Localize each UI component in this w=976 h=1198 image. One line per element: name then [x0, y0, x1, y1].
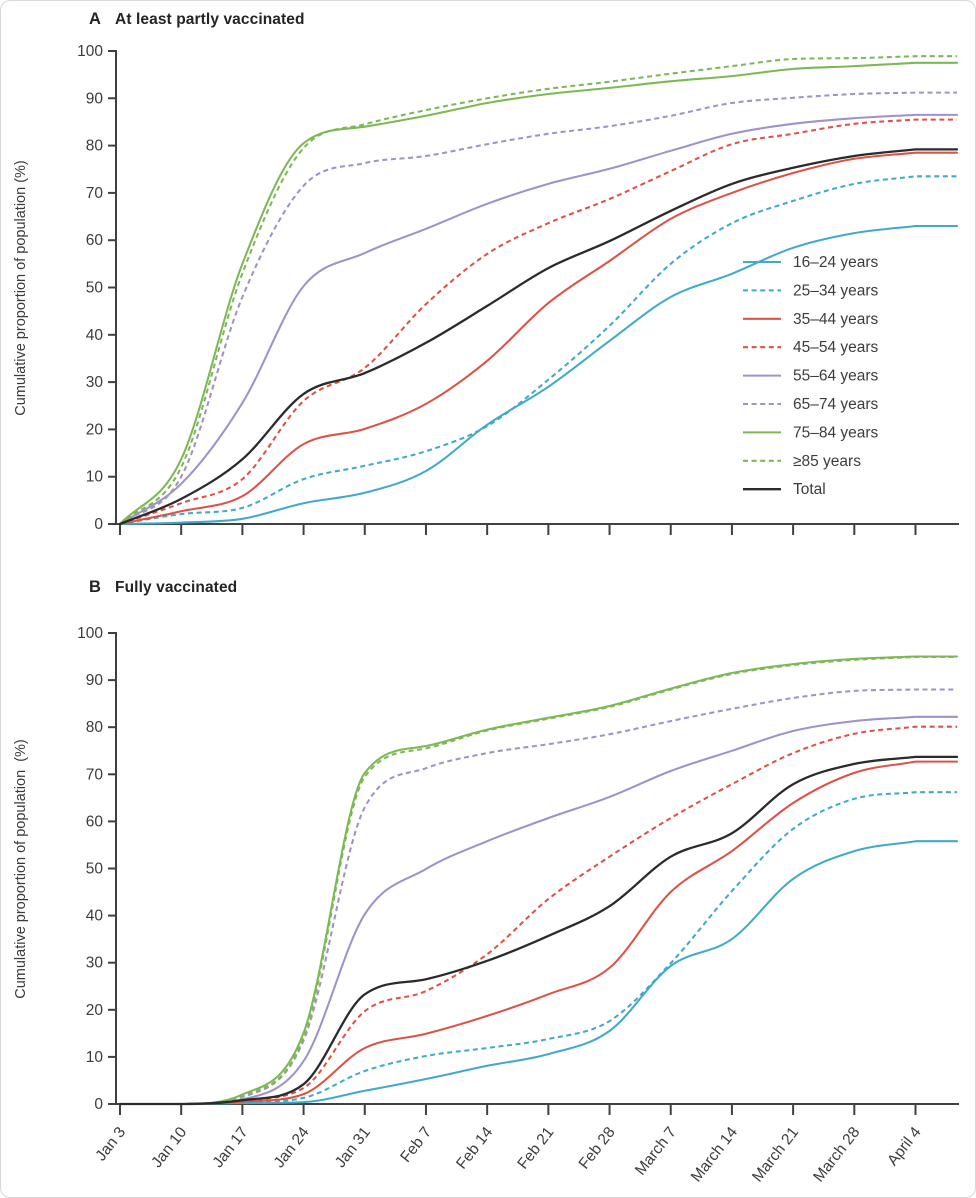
series-line-25-34-years [120, 791, 957, 1106]
series-line-45-54-years [120, 725, 957, 1106]
x-tick-label: March 14 [688, 1124, 741, 1186]
legend-item-25-34-years: 25–34 years [743, 282, 879, 299]
x-tick-label: Feb 14 [453, 1124, 496, 1173]
x-tick-label: March 28 [810, 1124, 863, 1185]
y-tick-label: 20 [86, 1002, 104, 1019]
panel-a-y-axis-label: Cumulative proportion of population (%) [13, 160, 29, 416]
series-line-65-74-years [119, 91, 957, 525]
legend-label-total: Total [793, 481, 826, 498]
y-tick-label: 0 [94, 1096, 103, 1113]
series-line-16-24-years [118, 840, 959, 1106]
x-tick-label: Feb 28 [576, 1124, 619, 1173]
y-tick-label: 80 [86, 719, 104, 736]
legend-item-35-44-years: 35–44 years [743, 311, 879, 328]
series-line-16-24-years [118, 224, 959, 526]
series-line-ge-85-years [119, 55, 957, 525]
legend-label-16-24-years: 16–24 years [793, 254, 879, 271]
series-line-55-64-years [118, 113, 959, 526]
y-tick-label: 10 [86, 1049, 104, 1066]
legend-label-35-44-years: 35–44 years [793, 311, 879, 328]
series-line-35-44-years [118, 151, 959, 526]
y-tick-label: 60 [86, 232, 104, 249]
y-tick-label: 90 [86, 90, 104, 107]
y-tick-label: 20 [86, 421, 104, 438]
y-tick-label: 80 [86, 138, 104, 155]
panel-a-title: A At least partly vaccinated [89, 10, 305, 29]
series-line-55-64-years [118, 715, 959, 1106]
legend-item-ge-85-years: ≥85 years [743, 453, 861, 470]
panel-a-title-text: At least partly vaccinated [115, 11, 305, 28]
y-tick-label: 60 [86, 813, 104, 830]
x-tick-label: Feb 7 [397, 1124, 435, 1166]
legend-label-25-34-years: 25–34 years [793, 282, 879, 299]
panel-b-y-axis-label: Cumulative proportion of population (%) [13, 739, 29, 999]
legend-label-45-54-years: 45–54 years [793, 339, 879, 356]
series-line-ge-85-years [120, 655, 957, 1106]
legend-item-45-54-years: 45–54 years [743, 339, 879, 356]
y-tick-label: 30 [86, 374, 104, 391]
y-tick-label: 50 [86, 861, 104, 878]
y-tick-label: 50 [86, 280, 104, 297]
y-tick-label: 70 [86, 766, 104, 783]
series-line-35-44-years [118, 760, 959, 1106]
panel-a-letter: A [89, 10, 102, 28]
panel-b-letter: B [89, 578, 102, 596]
x-tick-label: April 4 [884, 1124, 925, 1169]
series-line-25-34-years [119, 175, 957, 526]
panel-a: 0 10 20 30 40 50 60 70 80 90 100 16–24 years 25–34 y… [77, 43, 959, 535]
x-tick-label: Jan 3 [92, 1124, 129, 1164]
y-tick-label: 10 [86, 469, 104, 486]
legend-item-75-84-years: 75–84 years [743, 424, 879, 441]
x-tick-label: Feb 21 [514, 1124, 557, 1173]
legend-item-total: Total [743, 481, 826, 498]
y-tick-label: 90 [86, 672, 104, 689]
y-tick-label: 40 [86, 327, 104, 344]
x-tick-label: Jan 10 [148, 1124, 190, 1171]
legend-label-75-84-years: 75–84 years [793, 424, 879, 441]
y-tick-label: 0 [94, 516, 103, 533]
y-tick-label: 40 [86, 908, 104, 925]
y-tick-label: 100 [77, 625, 103, 642]
panel-b-title-text: Fully vaccinated [115, 579, 238, 596]
series-line-75-84-years [118, 61, 959, 526]
legend-item-16-24-years: 16–24 years [743, 254, 879, 271]
panel-b: 0 10 20 30 40 50 60 70 80 90 100 Jan 3 Jan 10 Jan 17 J… [77, 625, 959, 1185]
series-line-65-74-years [120, 688, 957, 1106]
x-tick-label: March 7 [632, 1124, 680, 1179]
legend-item-65-74-years: 65–74 years [743, 396, 879, 413]
x-tick-label: Jan 24 [271, 1124, 313, 1171]
y-tick-label: 30 [86, 955, 104, 972]
y-tick-label: 100 [77, 43, 103, 60]
legend: 16–24 years 25–34 years 35–44 years 45–54 y… [743, 254, 879, 498]
series-line-total [118, 148, 959, 526]
legend-item-55-64-years: 55–64 years [743, 368, 879, 385]
legend-label-ge-85-years: ≥85 years [793, 453, 861, 470]
legend-label-55-64-years: 55–64 years [793, 368, 879, 385]
y-tick-label: 70 [86, 185, 104, 202]
series-line-45-54-years [119, 118, 957, 525]
x-tick-label: March 21 [749, 1124, 802, 1185]
panel-b-title: B Fully vaccinated [89, 578, 237, 597]
x-tick-label: Jan 31 [332, 1124, 374, 1171]
x-tick-label: Jan 17 [209, 1124, 251, 1171]
legend-label-65-74-years: 65–74 years [793, 396, 879, 413]
series-line-total [118, 755, 959, 1106]
